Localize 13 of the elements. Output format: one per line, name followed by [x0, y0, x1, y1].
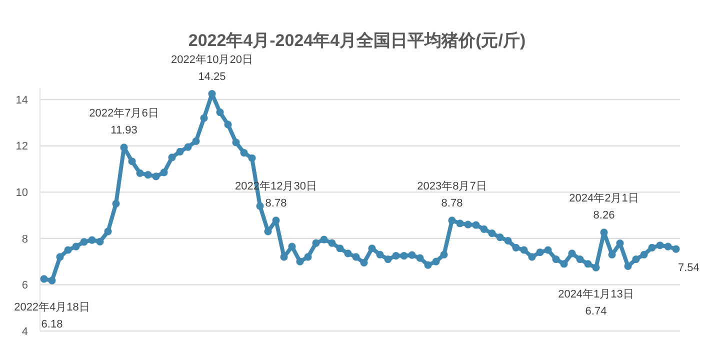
annotation: 7.54 — [678, 262, 700, 274]
annotation: 2023年8月7日 8.78 — [417, 180, 487, 210]
y-tick-label: 4 — [22, 326, 28, 338]
y-tick-label: 6 — [22, 280, 28, 292]
annotation: 2022年10月20日 14.25 — [171, 54, 253, 83]
chart-title: 2022年4月-2024年4月全国日平均猪价(元/斤) — [188, 31, 526, 50]
y-tick-label: 12 — [16, 140, 28, 153]
annotation: 2024年1月13日 6.74 — [558, 288, 634, 318]
y-tick-label: 8 — [22, 233, 28, 246]
y-tick-label: 10 — [16, 186, 28, 199]
annotation: 2024年2月1日 8.26 — [569, 192, 639, 222]
annotation: 2022年7月6日 11.93 — [89, 107, 159, 136]
y-tick-label: 14 — [16, 94, 28, 106]
